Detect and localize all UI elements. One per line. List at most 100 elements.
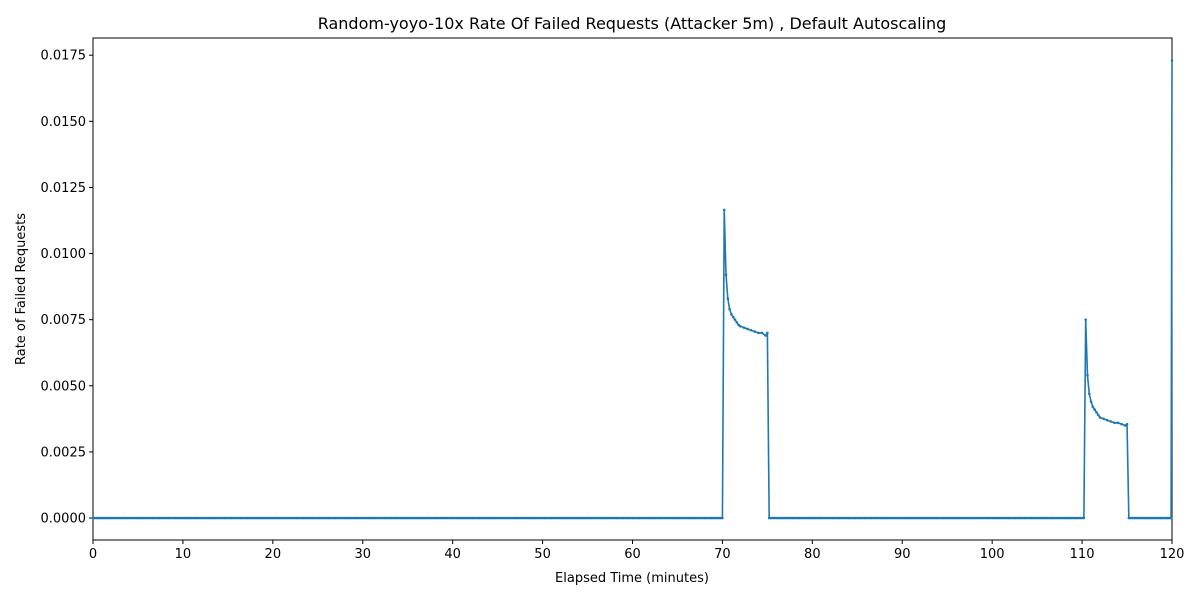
data-point [638,516,641,520]
data-point [1019,516,1023,520]
data-point [224,516,228,520]
data-point [100,516,104,520]
data-point [534,516,537,520]
data-point [1041,516,1044,520]
data-point [1003,516,1007,520]
data-point [832,516,836,520]
data-point [904,516,908,520]
data-point [152,516,156,520]
data-point [424,516,427,520]
data-point [1105,418,1109,422]
data-point [151,516,154,520]
data-point [1039,516,1043,520]
data-point [203,516,206,520]
x-tick-label: 20 [265,547,282,562]
data-point [239,516,242,520]
data-point [246,516,249,520]
data-point [722,208,726,212]
data-point [978,516,981,520]
data-point [881,516,884,520]
data-point [314,516,318,520]
data-point [1116,421,1120,425]
data-point [987,516,990,520]
data-point [895,516,899,520]
data-point [366,516,370,520]
data-point [821,516,825,520]
data-point [897,516,900,520]
data-point [1089,400,1093,403]
data-point [508,516,512,520]
data-point [827,516,830,520]
data-point [463,516,467,520]
data-point [746,327,749,331]
data-point [771,516,775,520]
data-point [427,516,431,520]
data-point [701,516,704,520]
data-point [888,516,891,520]
data-point [257,516,260,520]
data-point [688,516,692,520]
data-point [1010,516,1014,520]
data-point [931,516,935,520]
data-point [494,516,498,520]
data-point [615,516,618,520]
data-point [1043,516,1046,520]
data-point [699,516,703,520]
data-point [1087,392,1091,396]
data-point [1071,516,1075,520]
data-point [1082,516,1086,520]
data-point [604,516,607,520]
data-point [546,516,550,520]
data-point [471,516,474,520]
data-point [557,516,561,520]
data-point [658,516,661,520]
data-point [854,516,857,520]
data-point [562,516,566,520]
data-point [800,516,803,520]
data-point [523,516,526,520]
data-point [429,516,433,520]
data-point [971,516,974,520]
data-point [624,516,627,520]
data-point [276,516,280,520]
data-point [609,516,613,520]
data-point [749,328,753,332]
data-point [336,516,339,520]
data-point [645,516,649,520]
data-point [918,516,922,520]
data-point [375,516,379,520]
data-point [312,516,316,520]
data-point [192,516,196,520]
data-point [395,516,399,520]
data-point [1064,516,1068,520]
data-point [667,516,670,520]
data-point [483,516,487,520]
data-point [226,516,230,520]
data-point [1017,516,1021,520]
data-point [253,516,257,520]
data-point [217,516,221,520]
data-point [431,516,435,520]
data-point [143,516,147,520]
data-point [435,516,438,520]
data-point [600,516,604,520]
data-point [361,516,365,520]
data-point [503,516,507,520]
data-point [284,516,287,520]
data-point [769,516,773,520]
data-point [474,516,478,520]
data-point [969,516,972,520]
data-point [541,516,544,520]
data-point [528,516,532,520]
data-point [197,516,201,520]
data-point [1050,516,1053,520]
data-point [935,516,938,520]
data-point [507,516,510,520]
data-point [109,516,113,520]
data-point [370,516,374,520]
data-point [307,516,311,520]
data-point [1077,516,1080,520]
data-point [1025,516,1028,520]
data-point [512,516,516,520]
data-point [802,516,805,520]
